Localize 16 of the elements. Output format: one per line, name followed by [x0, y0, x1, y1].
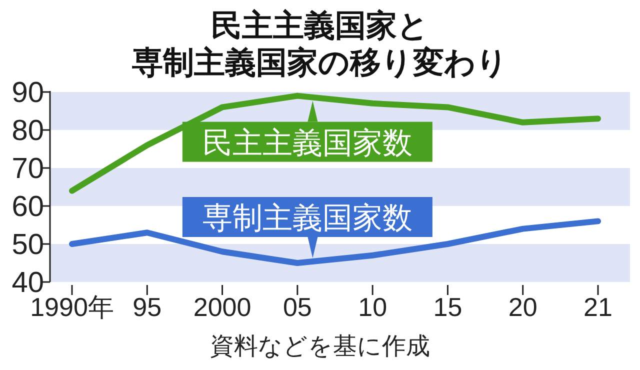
- y-tick-label: 70: [12, 153, 44, 185]
- y-tick-label: 90: [12, 77, 44, 109]
- y-tick-label: 80: [12, 115, 44, 147]
- series-label: 専制主義国家数: [202, 202, 412, 235]
- y-tick-label: 60: [12, 191, 44, 223]
- x-tick-label: 10: [358, 292, 388, 322]
- x-tick-label: 15: [433, 292, 462, 322]
- x-tick-label: 20: [508, 292, 538, 322]
- x-tick-label: 95: [132, 292, 162, 322]
- text: 資料などを基に作成: [210, 333, 430, 360]
- x-tick-label: 21: [584, 292, 612, 322]
- x-tick-label: 2000: [193, 292, 252, 322]
- x-tick-label: 05: [282, 292, 312, 322]
- legend-label: 民主主義国家数: [202, 126, 412, 160]
- y-tick-label: 50: [12, 229, 44, 261]
- chart-title: 民主主義国家と専制主義国家の移り変わり: [132, 8, 508, 80]
